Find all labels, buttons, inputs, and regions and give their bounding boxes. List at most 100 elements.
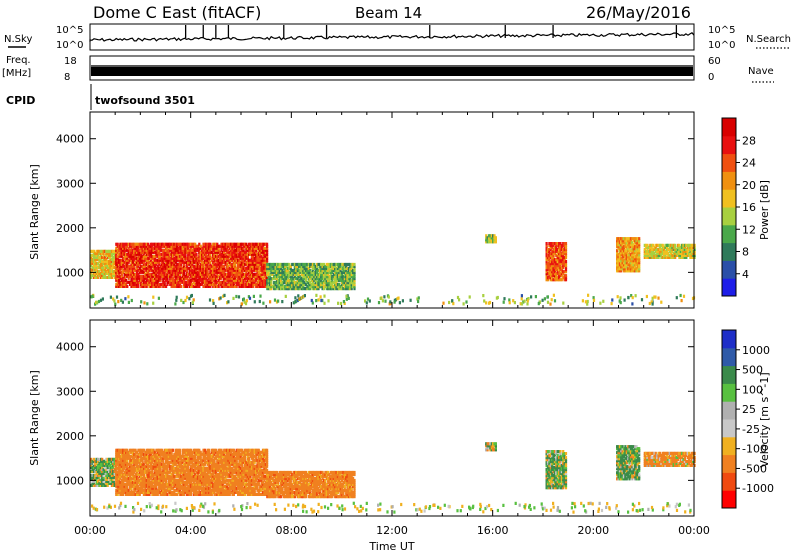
power-echo-cell bbox=[275, 285, 279, 289]
power-echo-cell bbox=[278, 266, 281, 271]
power-echo-cell bbox=[122, 250, 125, 254]
power-echo-cell bbox=[257, 246, 260, 250]
power-echo-cell bbox=[284, 270, 287, 275]
power-echo-cell bbox=[555, 264, 558, 268]
power-echo-cell bbox=[185, 260, 188, 264]
velocity-echo-cell bbox=[117, 464, 121, 468]
power-echo-cell bbox=[241, 266, 244, 270]
velocity-echo-cell bbox=[123, 448, 126, 452]
power-echo-cell bbox=[160, 266, 163, 270]
power-echo-cell bbox=[213, 280, 216, 284]
freq-unit: [MHz] bbox=[2, 68, 31, 79]
power-echo-cell bbox=[322, 275, 326, 279]
power-echo-cell bbox=[636, 241, 639, 245]
power-echo-cell bbox=[336, 283, 339, 287]
power-echo-cell bbox=[259, 260, 262, 264]
power-echo-cell bbox=[234, 252, 237, 256]
power-echo-cell bbox=[289, 277, 292, 281]
power-echo-cell bbox=[627, 267, 630, 271]
power-echo-cell bbox=[321, 277, 324, 281]
power-echo-cell bbox=[339, 275, 342, 279]
power-echo-cell bbox=[634, 247, 637, 251]
power-echo-cell bbox=[551, 256, 554, 260]
power-echo-cell bbox=[551, 246, 554, 250]
power-echo-cell bbox=[686, 251, 689, 255]
velocity-echo-cell bbox=[151, 488, 154, 492]
velocity-echo-cell bbox=[126, 492, 129, 496]
power-echo-cell bbox=[192, 248, 195, 252]
power-echo-cell bbox=[650, 247, 653, 251]
power-ground-cell bbox=[298, 297, 301, 301]
velocity-echo-cell bbox=[151, 484, 154, 488]
power-echo-cell bbox=[686, 243, 689, 247]
power-echo-cell bbox=[220, 244, 223, 248]
power-echo-cell bbox=[314, 268, 317, 273]
power-echo-cell bbox=[549, 254, 552, 258]
power-echo-cell bbox=[628, 249, 631, 253]
power-echo-cell bbox=[92, 249, 95, 253]
velocity-echo-cell bbox=[99, 457, 102, 461]
velocity-echo-cell bbox=[112, 469, 115, 473]
power-echo-cell bbox=[558, 242, 561, 246]
power-echo-cell bbox=[564, 274, 568, 278]
power-echo-cell bbox=[116, 280, 119, 284]
power-echo-cell bbox=[166, 242, 169, 246]
velocity-echo-cell bbox=[133, 482, 136, 486]
power-echo-cell bbox=[159, 276, 162, 280]
velocity-echo-cell bbox=[147, 490, 150, 494]
power-echo-cell bbox=[171, 250, 175, 254]
power-echo-cell bbox=[322, 262, 326, 267]
velocity-echo-cell bbox=[106, 477, 109, 481]
power-echo-cell bbox=[163, 264, 166, 268]
power-echo-cell bbox=[207, 274, 211, 278]
power-echo-cell bbox=[263, 274, 266, 278]
velocity-echo-cell bbox=[122, 490, 125, 494]
power-echo-cell bbox=[117, 268, 121, 272]
power-echo-cell bbox=[242, 284, 245, 288]
power-echo-cell bbox=[320, 285, 323, 289]
power-echo-cell bbox=[119, 266, 122, 270]
power-echo-cell bbox=[299, 270, 302, 275]
power-echo-cell bbox=[302, 283, 305, 287]
velocity-echo-cell bbox=[141, 476, 144, 480]
velocity-echo-cell bbox=[135, 486, 139, 490]
power-ground-cell bbox=[117, 300, 120, 304]
power-echo-cell bbox=[299, 287, 302, 291]
power-echo-cell bbox=[645, 251, 648, 255]
power-echo-cell bbox=[198, 252, 201, 256]
velocity-echo-cell bbox=[120, 472, 123, 476]
power-echo-cell bbox=[108, 265, 111, 269]
power-echo-cell bbox=[560, 248, 563, 252]
power-echo-cell bbox=[331, 279, 334, 283]
power-echo-cell bbox=[346, 275, 349, 279]
power-echo-cell bbox=[178, 250, 181, 254]
velocity-echo-cell bbox=[140, 482, 143, 486]
velocity-echo-cell bbox=[126, 466, 129, 470]
power-echo-cell bbox=[105, 271, 108, 275]
power-echo-cell bbox=[241, 260, 244, 264]
power-echo-cell bbox=[632, 259, 635, 263]
power-echo-cell bbox=[188, 276, 191, 280]
velocity-echo-cell bbox=[113, 467, 116, 471]
power-echo-cell bbox=[221, 270, 224, 274]
power-echo-cell bbox=[264, 246, 267, 250]
velocity-echo-cell bbox=[110, 483, 113, 487]
power-echo-cell bbox=[163, 254, 166, 258]
velocity-echo-cell bbox=[124, 462, 128, 466]
velocity-echo-cell bbox=[149, 456, 152, 460]
power-echo-cell bbox=[298, 268, 301, 273]
power-echo-cell bbox=[120, 254, 123, 258]
power-echo-cell bbox=[171, 270, 175, 274]
power-echo-cell bbox=[325, 285, 328, 289]
power-echo-cell bbox=[234, 284, 237, 288]
power-echo-cell bbox=[257, 250, 260, 254]
power-echo-cell bbox=[116, 262, 119, 266]
velocity-echo-cell bbox=[151, 486, 154, 490]
power-echo-cell bbox=[199, 264, 202, 268]
power-echo-cell bbox=[300, 287, 303, 291]
power-echo-cell bbox=[624, 237, 627, 241]
power-echo-cell bbox=[189, 262, 193, 266]
power-echo-cell bbox=[169, 276, 172, 280]
power-echo-cell bbox=[546, 264, 550, 268]
power-ground-cell bbox=[315, 299, 318, 303]
